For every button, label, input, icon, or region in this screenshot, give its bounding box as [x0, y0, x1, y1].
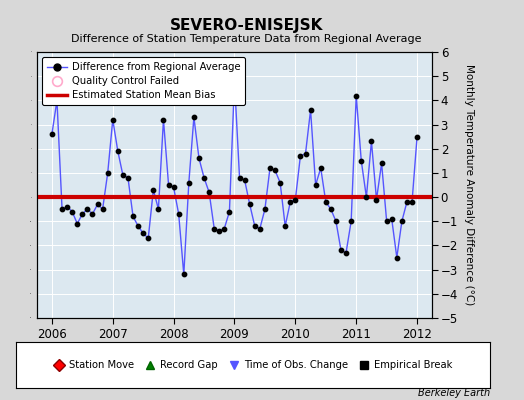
Point: [388, 216, 396, 222]
Point: [413, 134, 421, 140]
Y-axis label: Monthly Temperature Anomaly Difference (°C): Monthly Temperature Anomaly Difference (…: [464, 64, 474, 306]
Point: [230, 78, 238, 84]
Point: [48, 131, 56, 138]
Point: [215, 228, 223, 234]
Point: [119, 172, 127, 178]
Point: [144, 235, 152, 241]
Legend: Station Move, Record Gap, Time of Obs. Change, Empirical Break: Station Move, Record Gap, Time of Obs. C…: [49, 356, 456, 374]
Point: [372, 196, 380, 203]
Point: [83, 206, 92, 212]
Text: SEVERO-ENISEJSK: SEVERO-ENISEJSK: [170, 18, 323, 33]
Point: [347, 218, 355, 224]
Point: [342, 250, 350, 256]
Point: [337, 247, 345, 254]
Point: [200, 174, 208, 181]
Point: [139, 230, 147, 236]
Point: [266, 165, 274, 171]
Point: [89, 211, 97, 217]
Point: [63, 204, 71, 210]
Point: [256, 225, 264, 232]
Point: [322, 199, 330, 205]
Point: [149, 187, 158, 193]
Point: [99, 206, 107, 212]
Point: [174, 211, 183, 217]
Point: [68, 208, 77, 215]
Point: [352, 92, 361, 99]
Point: [93, 201, 102, 208]
Text: Difference of Station Temperature Data from Regional Average: Difference of Station Temperature Data f…: [71, 34, 421, 44]
Point: [205, 189, 213, 196]
Point: [58, 206, 66, 212]
Point: [124, 174, 132, 181]
Point: [169, 184, 178, 191]
Point: [159, 116, 168, 123]
Point: [281, 223, 289, 229]
Point: [184, 179, 193, 186]
Point: [190, 114, 198, 120]
Point: [154, 206, 162, 212]
Point: [326, 206, 335, 212]
Point: [408, 199, 416, 205]
Point: [296, 153, 304, 159]
Text: Berkeley Earth: Berkeley Earth: [418, 388, 490, 398]
Point: [261, 206, 269, 212]
Point: [276, 179, 285, 186]
Legend: Difference from Regional Average, Quality Control Failed, Estimated Station Mean: Difference from Regional Average, Qualit…: [42, 57, 245, 105]
Point: [250, 223, 259, 229]
Point: [220, 225, 228, 232]
Point: [108, 116, 117, 123]
Point: [104, 170, 112, 176]
Point: [307, 107, 315, 113]
Point: [357, 158, 365, 164]
Point: [311, 182, 320, 188]
Point: [225, 208, 234, 215]
Point: [210, 225, 219, 232]
Point: [165, 182, 173, 188]
Point: [332, 218, 340, 224]
Point: [377, 160, 386, 166]
Point: [129, 213, 137, 220]
Point: [286, 199, 294, 205]
Point: [73, 220, 81, 227]
Point: [403, 199, 411, 205]
Point: [134, 223, 143, 229]
Point: [195, 155, 203, 162]
Point: [367, 138, 376, 145]
Point: [362, 194, 370, 200]
Point: [246, 201, 254, 208]
Point: [241, 177, 249, 183]
Point: [301, 150, 310, 157]
Point: [180, 271, 188, 278]
Point: [114, 148, 122, 154]
Point: [392, 254, 401, 261]
Point: [78, 211, 86, 217]
Point: [316, 165, 325, 171]
Point: [53, 97, 61, 104]
Point: [291, 196, 300, 203]
Point: [235, 174, 244, 181]
Point: [271, 167, 279, 174]
Point: [383, 218, 391, 224]
Point: [398, 218, 406, 224]
